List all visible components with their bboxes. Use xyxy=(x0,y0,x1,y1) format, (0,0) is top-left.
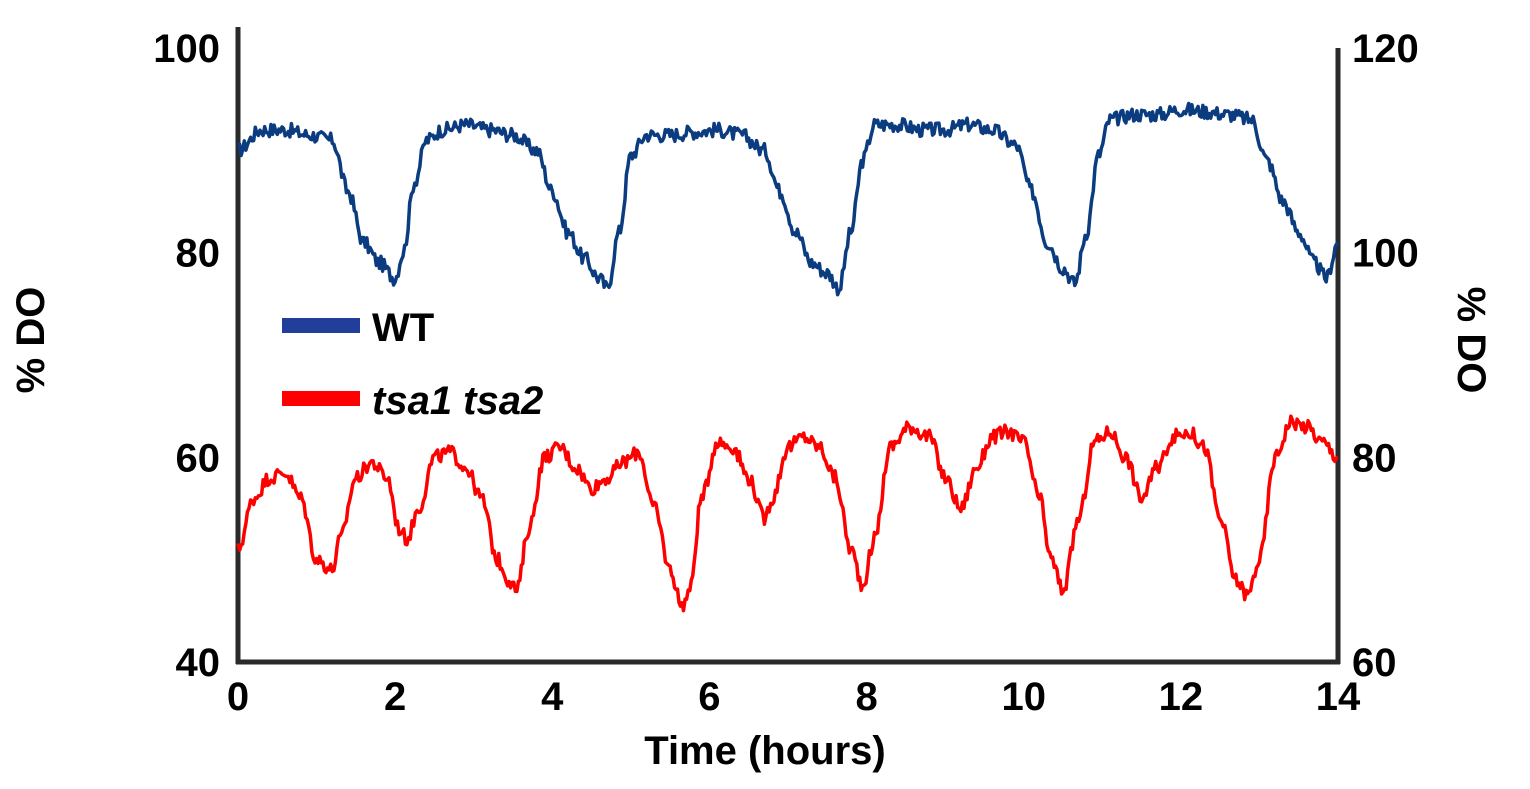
left-y-tick-label: 60 xyxy=(176,436,221,480)
x-tick-label: 6 xyxy=(698,675,720,719)
left-y-tick-label: 80 xyxy=(176,232,221,276)
series-line-tsa1-tsa2 xyxy=(236,414,1339,613)
x-tick-label: 14 xyxy=(1316,675,1361,719)
legend-label-tsa1-tsa2: tsa1 tsa2 xyxy=(372,379,543,423)
right-y-tick-label: 60 xyxy=(1352,641,1397,685)
legend-swatch-wt xyxy=(282,318,360,333)
right-y-tick-label: 80 xyxy=(1352,436,1397,480)
x-tick-label: 8 xyxy=(855,675,877,719)
x-tick-label: 10 xyxy=(1001,675,1046,719)
left-y-axis-title: % DO xyxy=(9,287,53,394)
x-tick-labels: 0 2 4 6 8 10 12 14 xyxy=(227,675,1361,719)
x-tick-label: 4 xyxy=(541,675,564,719)
right-y-tick-labels: 60 80 100 120 xyxy=(1352,27,1419,685)
legend: WT tsa1 tsa2 xyxy=(282,306,543,423)
right-y-tick-label: 120 xyxy=(1352,27,1419,71)
right-y-tick-label: 100 xyxy=(1352,232,1419,276)
right-y-axis-title: % DO xyxy=(1449,287,1493,394)
legend-label-wt: WT xyxy=(372,306,434,350)
left-y-tick-label: 40 xyxy=(176,641,221,685)
left-y-tick-label: 100 xyxy=(153,27,220,71)
x-tick-label: 2 xyxy=(384,675,406,719)
x-axis-title: Time (hours) xyxy=(644,729,886,773)
x-tick-label: 0 xyxy=(227,675,249,719)
legend-swatch-tsa1-tsa2 xyxy=(282,391,360,406)
left-y-tick-labels: 40 60 80 100 xyxy=(153,27,220,685)
x-tick-label: 12 xyxy=(1159,675,1204,719)
series-line-wt xyxy=(237,101,1340,297)
series-group xyxy=(236,101,1340,613)
